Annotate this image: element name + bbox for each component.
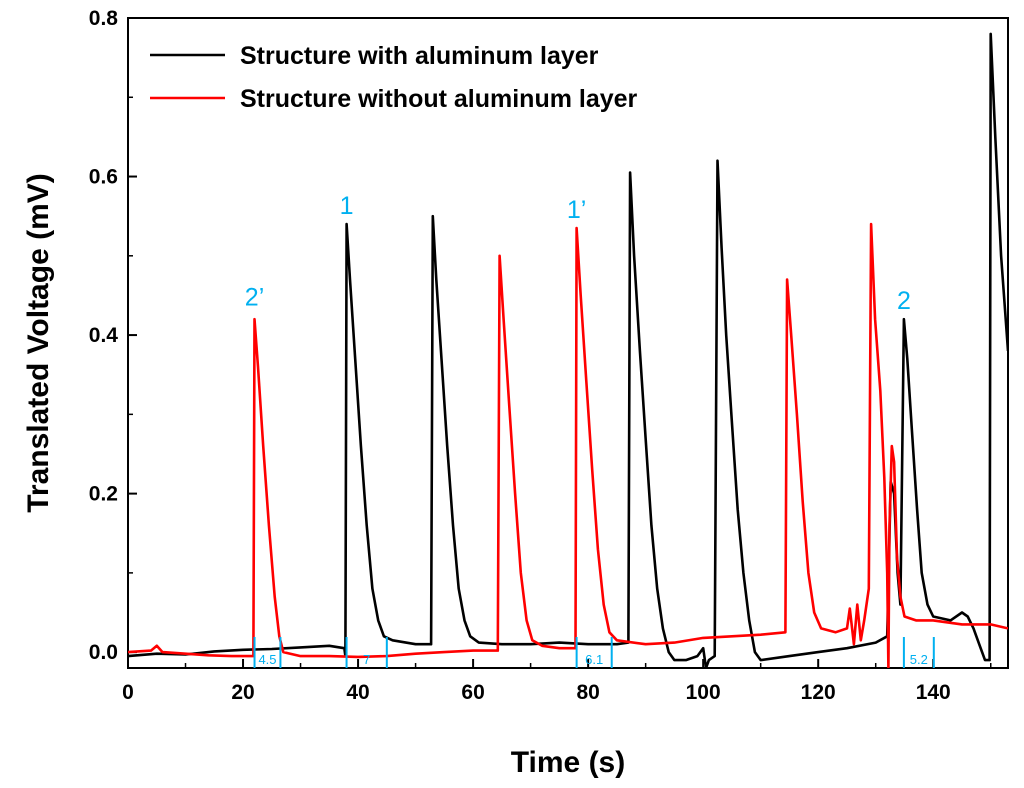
peak-label: 1’ bbox=[567, 196, 586, 224]
y-tick-label: 0.2 bbox=[89, 483, 118, 506]
x-axis-ticks: 0 20 40 60 80 100 120 140 bbox=[122, 659, 992, 704]
legend-label: Structure with aluminum layer bbox=[240, 42, 599, 70]
x-axis-title: Time (s) bbox=[511, 746, 625, 779]
interval-markers: 4.5 7 6.1 5.2 bbox=[253, 637, 935, 668]
interval-label: 6.1 bbox=[585, 652, 603, 667]
y-tick-label: 0.6 bbox=[89, 166, 118, 189]
x-tick-label: 0 bbox=[122, 681, 134, 704]
y-tick-label: 0.4 bbox=[89, 324, 119, 347]
interval-label: 4.5 bbox=[258, 652, 276, 667]
legend: Structure with aluminum layer Structure w… bbox=[150, 42, 638, 113]
legend-label: Structure without aluminum layer bbox=[240, 85, 638, 113]
peak-label: 2’ bbox=[245, 283, 264, 311]
series-line-with-aluminum bbox=[128, 32, 1008, 668]
y-tick-label: 0.8 bbox=[89, 7, 119, 30]
peak-label: 1 bbox=[340, 192, 354, 220]
y-axis-title: Translated Voltage (mV) bbox=[22, 173, 55, 513]
x-tick-label: 100 bbox=[686, 681, 721, 704]
y-axis-ticks: 0.0 0.2 0.4 0.6 0.8 bbox=[89, 7, 137, 664]
peak-labels: 2’ 1 1’ 2 bbox=[245, 192, 911, 315]
series-lines bbox=[128, 32, 1008, 668]
x-tick-label: 20 bbox=[231, 681, 254, 704]
x-tick-label: 140 bbox=[916, 681, 951, 704]
y-tick-label: 0.0 bbox=[89, 641, 118, 664]
x-tick-label: 80 bbox=[576, 681, 599, 704]
peak-label: 2 bbox=[897, 287, 911, 315]
interval-label: 7 bbox=[363, 652, 370, 667]
interval-label: 5.2 bbox=[910, 652, 928, 667]
x-tick-label: 120 bbox=[801, 681, 836, 704]
x-tick-label: 40 bbox=[346, 681, 369, 704]
x-tick-label: 60 bbox=[461, 681, 484, 704]
